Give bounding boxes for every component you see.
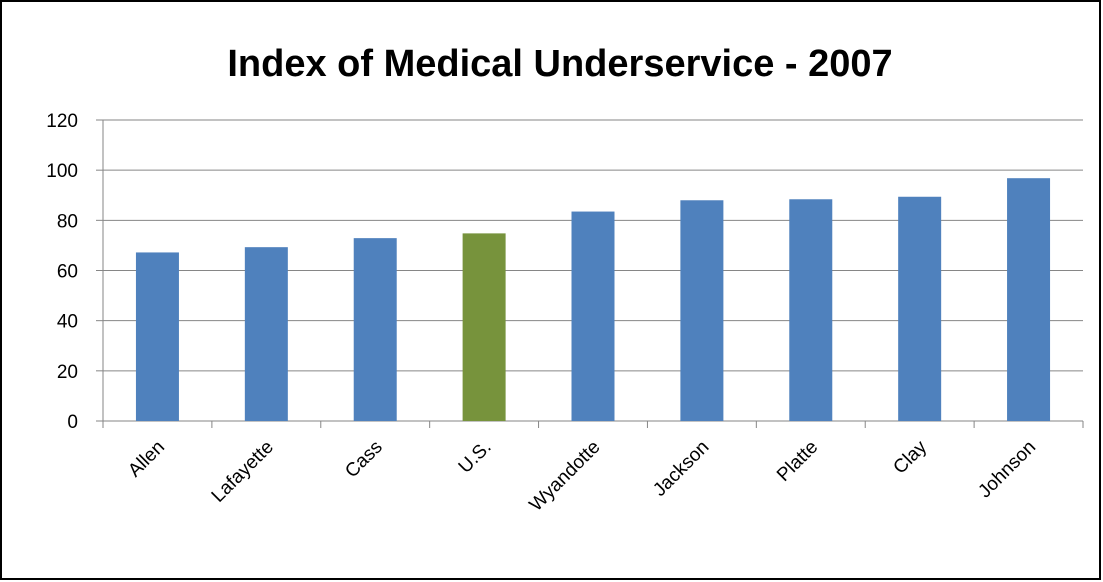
y-tick-label: 100 xyxy=(46,161,78,182)
bar-clay xyxy=(898,196,942,421)
y-tick-label: 80 xyxy=(57,211,78,232)
bar-lafayette xyxy=(244,247,288,421)
x-tick-label: Platte xyxy=(773,437,822,486)
bar-platte xyxy=(789,199,833,421)
x-axis-ticks: Allen Lafayette Cass U.S. Wyandotte Jackson Pl… xyxy=(124,436,1040,515)
bar-cass xyxy=(353,238,397,421)
x-tick-label: Cass xyxy=(341,437,386,482)
chart-title: Index of Medical Underservice - 2007 xyxy=(227,43,892,85)
bar-johnson xyxy=(1007,178,1051,421)
bars xyxy=(135,178,1051,421)
bar-wyandotte xyxy=(571,211,615,421)
bar-jackson xyxy=(680,200,724,421)
x-tick-label: Johnson xyxy=(974,437,1040,503)
x-tick-label: Clay xyxy=(889,436,931,478)
y-tick-label: 20 xyxy=(57,362,78,383)
x-tick-label: U.S. xyxy=(455,437,496,478)
y-tick-label: 120 xyxy=(46,111,78,132)
bar-allen xyxy=(135,252,179,421)
y-axis-ticks: 0 20 40 60 80 100 120 xyxy=(46,111,78,433)
x-tick-label: Wyandotte xyxy=(526,437,605,516)
y-tick-label: 40 xyxy=(57,312,78,333)
x-tick-label: Allen xyxy=(124,437,169,482)
y-tick-label: 60 xyxy=(57,262,78,283)
bar-u-s xyxy=(462,233,506,421)
y-tick-label: 0 xyxy=(67,412,78,433)
x-tick-label: Jackson xyxy=(649,437,713,501)
x-tick-label: Lafayette xyxy=(208,437,278,507)
